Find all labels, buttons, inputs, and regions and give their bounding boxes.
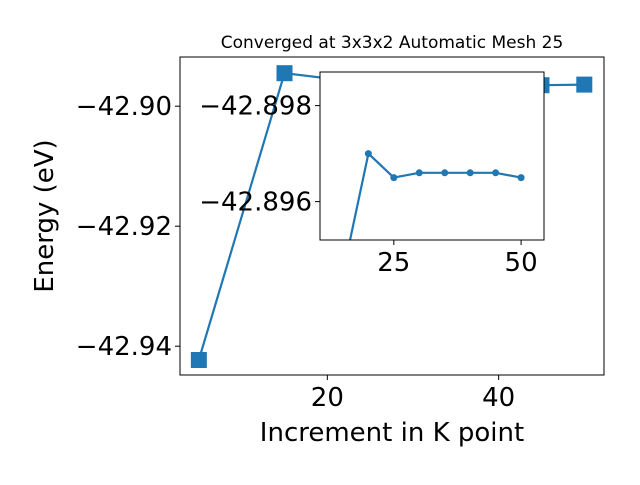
inset-y-ticks: −42.898 −42.896 — [199, 92, 320, 218]
inset-series-line — [348, 152, 522, 240]
inset-plot-area — [320, 72, 544, 240]
inset-data-point — [492, 169, 500, 177]
main-data-point — [190, 352, 207, 368]
inset-y-tick-label: −42.898 — [199, 92, 312, 122]
inset-data-point — [390, 174, 398, 182]
inset-data-point — [466, 169, 474, 177]
main-data-point — [576, 76, 593, 93]
inset-x-tick-label: 25 — [377, 248, 410, 278]
inset-data-point — [517, 174, 525, 182]
inset-x-ticks: 25 50 — [377, 240, 538, 278]
y-axis-label: Energy (eV) — [30, 139, 60, 292]
inset-data-point — [364, 150, 372, 158]
main-x-tick-label: 40 — [482, 383, 515, 413]
chart-title: Converged at 3x3x2 Automatic Mesh 25 — [221, 33, 564, 53]
main-y-tick-label: −42.92 — [76, 212, 172, 242]
x-axis-label: Increment in K point — [260, 418, 524, 448]
main-data-point — [276, 65, 293, 82]
inset-data-point — [415, 169, 423, 177]
main-y-tick-label: −42.90 — [76, 92, 172, 122]
inset-y-tick-label: −42.896 — [199, 188, 312, 218]
inset-series-group — [348, 150, 525, 240]
main-x-ticks: 20 40 — [311, 375, 515, 413]
inset-data-point — [441, 169, 449, 177]
inset-plot-frame — [319, 71, 545, 241]
main-y-ticks: −42.94 −42.92 −42.90 — [76, 92, 180, 362]
main-x-tick-label: 20 — [311, 383, 344, 413]
main-plot-frame — [179, 56, 605, 376]
inset-x-tick-label: 50 — [505, 248, 538, 278]
inset-plot: 25 50 −42.898 −42.896 — [199, 71, 545, 278]
main-y-tick-label: −42.94 — [76, 332, 172, 362]
